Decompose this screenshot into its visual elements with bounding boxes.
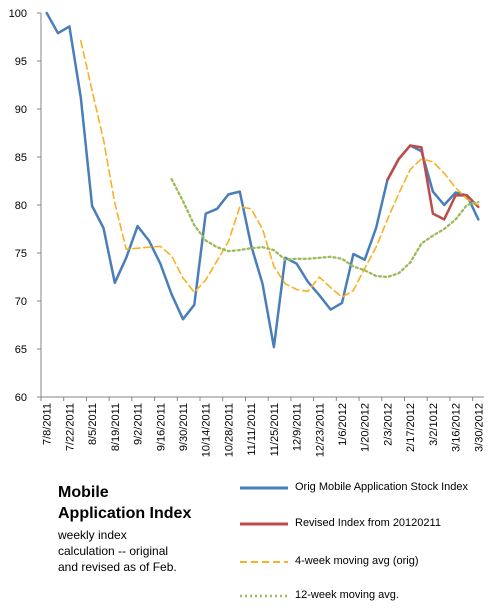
legend-item-orig: Orig Mobile Application Stock Index <box>240 478 489 498</box>
y-tick-label: 70 <box>15 296 27 308</box>
chart-caption-title: Mobile Application Index <box>58 482 208 524</box>
x-tick-label: 3/16/2012 <box>451 403 463 452</box>
x-tick-label: 2/3/2012 <box>382 403 394 446</box>
series-line-2 <box>80 39 480 299</box>
x-tick-label: 1/6/2012 <box>337 403 349 446</box>
chart-caption-subtitle: weekly index calculation -- original and… <box>58 527 208 575</box>
y-tick-label: 85 <box>15 152 27 164</box>
legend-item-12wk: 12-week moving avg. <box>240 586 489 606</box>
x-tick-label: 12/9/2011 <box>292 403 304 451</box>
y-tick-label: 90 <box>15 104 27 116</box>
caption-sub-line-1: weekly index <box>58 528 127 542</box>
x-tick-label: 10/14/2011 <box>201 403 213 457</box>
caption-title-line-2: Application Index <box>58 505 192 522</box>
x-tick-label: 9/2/2011 <box>133 403 145 445</box>
x-tick-label: 9/16/2011 <box>155 403 167 451</box>
caption-title-line-1: Mobile <box>58 484 109 501</box>
legend-label-4wk: 4-week moving avg (orig) <box>295 555 419 567</box>
x-tick-label: 11/11/2011 <box>246 403 258 456</box>
legend-label-orig: Orig Mobile Application Stock Index <box>295 481 469 493</box>
chart-legend: Orig Mobile Application Stock Index Revi… <box>240 478 489 608</box>
legend-item-4wk: 4-week moving avg (orig) <box>240 552 489 572</box>
y-tick-label: 60 <box>15 392 27 404</box>
series-line-1 <box>386 144 480 221</box>
x-tick-label: 8/5/2011 <box>87 403 99 445</box>
legend-swatch-4wk <box>240 561 288 563</box>
x-tick-label: 1/20/2012 <box>360 403 372 452</box>
legend-label-revised: Revised Index from 20120211 <box>295 517 441 529</box>
x-tick-label: 2/17/2012 <box>405 403 417 452</box>
series-line-0 <box>45 11 480 349</box>
y-tick-label: 75 <box>15 248 27 260</box>
line-chart: 60 65 70 75 80 85 90 95 100 7/8/2011 7/22/2011 8/5/… <box>9 8 486 457</box>
legend-swatch-revised <box>240 522 288 526</box>
x-tick-label: 9/30/2011 <box>178 403 190 451</box>
series-line-3 <box>170 177 480 279</box>
y-tick-label: 80 <box>15 200 27 212</box>
x-tick-label: 3/2/1012 <box>428 403 440 446</box>
legend-item-revised: Revised Index from 20120211 <box>240 514 489 534</box>
legend-label-12wk: 12-week moving avg. <box>295 589 399 601</box>
x-tick-label: 11/25/2011 <box>269 403 281 456</box>
x-tick-label: 12/23/2011 <box>314 403 326 457</box>
x-tick-label: 10/28/2011 <box>223 403 235 457</box>
y-tick-label: 65 <box>15 344 27 356</box>
x-tick-label: 3/30/2012 <box>473 403 485 452</box>
x-tick-label: 7/8/2011 <box>42 403 54 445</box>
y-tick-label: 100 <box>9 8 27 20</box>
x-tick-label: 8/19/2011 <box>110 403 122 451</box>
caption-sub-line-2: calculation -- original <box>58 544 169 558</box>
x-tick-label: 7/22/2011 <box>64 403 76 451</box>
y-tick-label: 95 <box>15 56 27 68</box>
legend-swatch-12wk <box>240 594 288 598</box>
caption-sub-line-3: and revised as of Feb. <box>58 560 177 574</box>
legend-swatch-orig <box>240 486 288 490</box>
